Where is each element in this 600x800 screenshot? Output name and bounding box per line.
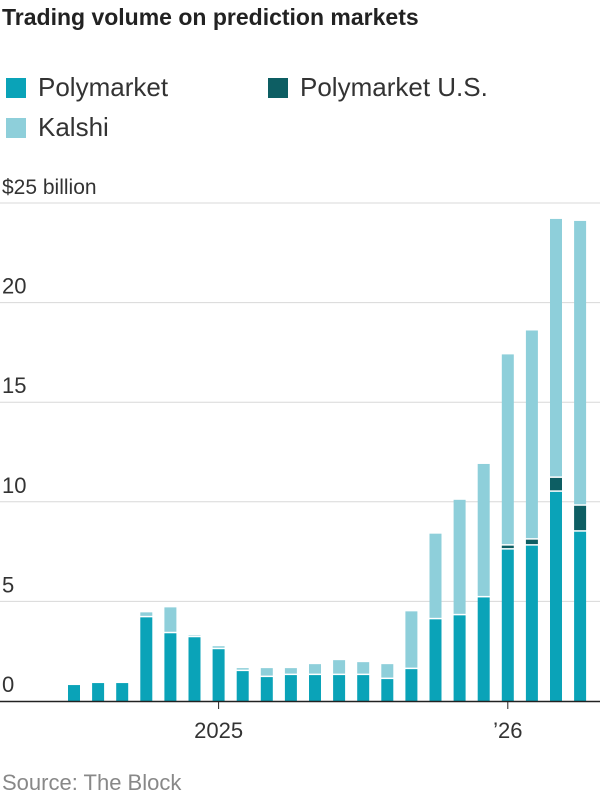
legend-label-polymarket-us: Polymarket U.S.: [300, 72, 488, 102]
legend-item-polymarket-us: Polymarket U.S.: [268, 72, 488, 103]
legend-label-kalshi: Kalshi: [38, 112, 109, 142]
bar-polymarket-11: [333, 675, 346, 701]
bar-polymarket-2: [116, 683, 129, 701]
y-tick-label-15: 15: [2, 373, 26, 398]
bar-kalshi-13: [381, 664, 394, 678]
bar-polymarket-13: [381, 679, 394, 701]
legend-swatch-polymarket-us: [268, 77, 288, 98]
bar-polymarket-21: [574, 531, 587, 701]
bar-kalshi-7: [236, 668, 249, 670]
x-tick-label-6: 2025: [194, 718, 243, 743]
bar-kalshi-21: [574, 220, 587, 505]
legend-label-polymarket: Polymarket: [38, 72, 169, 102]
bar-polymarket-8: [260, 677, 273, 701]
bar-kalshi-10: [309, 664, 321, 674]
legend-item-polymarket: Polymarket: [6, 72, 168, 103]
legend-swatch-kalshi: [6, 117, 26, 138]
bar-polymarket-10: [309, 675, 321, 701]
source-note: Source: The Block: [2, 770, 182, 795]
x-tick-label-18: ’26: [493, 718, 522, 743]
bar-kalshi-20: [550, 218, 562, 477]
bar-polymarket-4: [164, 633, 177, 701]
y-tick-label-25: $25 billion: [2, 176, 97, 199]
bar-kalshi-4: [164, 607, 177, 632]
bar-polymarket-18: [501, 549, 514, 701]
bar-polymarket-9: [284, 675, 297, 701]
y-tick-label-5: 5: [2, 572, 14, 597]
bar-kalshi-15: [429, 533, 442, 618]
bar-polymarket-12: [357, 675, 370, 701]
bar-polymarket-14: [405, 669, 418, 701]
bar-kalshi-8: [260, 668, 273, 676]
bar-polymarket-u-s--18: [501, 545, 514, 549]
chart-title: Trading volume on prediction markets: [2, 4, 419, 30]
bar-kalshi-6: [212, 646, 225, 648]
bar-polymarket-u-s--21: [574, 505, 587, 531]
bar-kalshi-11: [333, 660, 346, 674]
bar-kalshi-9: [284, 668, 297, 674]
bar-polymarket-u-s--19: [525, 539, 538, 545]
bar-polymarket-17: [477, 597, 490, 701]
bar-kalshi-12: [357, 662, 370, 674]
bar-kalshi-18: [501, 354, 514, 545]
bar-polymarket-3: [140, 617, 153, 701]
bar-polymarket-6: [212, 649, 225, 701]
y-tick-label-10: 10: [2, 473, 26, 498]
bar-polymarket-0: [68, 685, 80, 701]
bar-kalshi-17: [477, 463, 490, 596]
bar-polymarket-u-s--20: [550, 477, 562, 491]
legend-item-kalshi: Kalshi: [6, 112, 109, 143]
y-tick-label-0: 0: [2, 672, 14, 697]
y-tick-label-20: 20: [2, 274, 26, 299]
legend-swatch-polymarket: [6, 77, 26, 98]
bar-polymarket-5: [188, 637, 201, 701]
stacked-bar-chart: 0 5 10 15 20 $25 billion 2025 ’26: [0, 176, 600, 743]
bar-kalshi-19: [525, 330, 538, 539]
bar-polymarket-19: [525, 545, 538, 701]
bar-kalshi-14: [405, 611, 418, 668]
bar-polymarket-16: [453, 615, 466, 701]
bar-polymarket-20: [550, 491, 562, 701]
bar-polymarket-7: [236, 671, 249, 701]
bar-kalshi-16: [453, 499, 466, 614]
bar-kalshi-3: [140, 612, 153, 616]
bar-polymarket-1: [92, 683, 105, 701]
bar-polymarket-15: [429, 619, 442, 701]
